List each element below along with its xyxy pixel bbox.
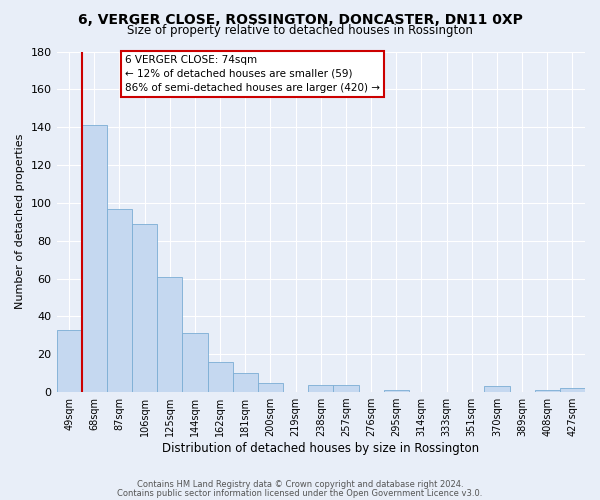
Text: Contains public sector information licensed under the Open Government Licence v3: Contains public sector information licen… bbox=[118, 488, 482, 498]
Bar bbox=[157, 276, 182, 392]
Text: Size of property relative to detached houses in Rossington: Size of property relative to detached ho… bbox=[127, 24, 473, 37]
Bar bbox=[233, 373, 258, 392]
Bar bbox=[334, 384, 359, 392]
Bar bbox=[484, 386, 509, 392]
Y-axis label: Number of detached properties: Number of detached properties bbox=[15, 134, 25, 310]
Bar bbox=[132, 224, 157, 392]
Bar bbox=[82, 126, 107, 392]
Bar bbox=[56, 330, 82, 392]
Bar bbox=[182, 334, 208, 392]
Bar bbox=[258, 382, 283, 392]
Text: 6 VERGER CLOSE: 74sqm
← 12% of detached houses are smaller (59)
86% of semi-deta: 6 VERGER CLOSE: 74sqm ← 12% of detached … bbox=[125, 55, 380, 93]
Bar bbox=[560, 388, 585, 392]
Bar bbox=[535, 390, 560, 392]
Bar bbox=[208, 362, 233, 392]
Bar bbox=[383, 390, 409, 392]
Text: Contains HM Land Registry data © Crown copyright and database right 2024.: Contains HM Land Registry data © Crown c… bbox=[137, 480, 463, 489]
Bar bbox=[308, 384, 334, 392]
Bar bbox=[107, 208, 132, 392]
Text: 6, VERGER CLOSE, ROSSINGTON, DONCASTER, DN11 0XP: 6, VERGER CLOSE, ROSSINGTON, DONCASTER, … bbox=[77, 12, 523, 26]
X-axis label: Distribution of detached houses by size in Rossington: Distribution of detached houses by size … bbox=[162, 442, 479, 455]
